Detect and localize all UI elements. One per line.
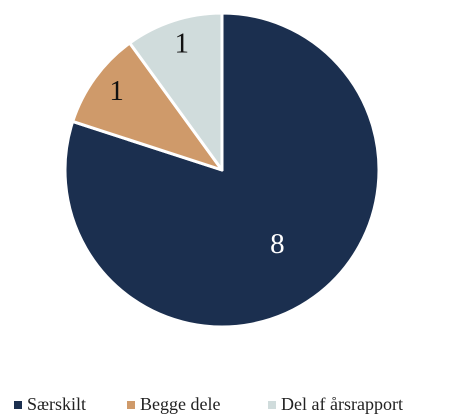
pie-slice <box>63 11 381 329</box>
legend-swatch <box>14 401 22 409</box>
pie-slice <box>71 41 224 172</box>
pie-slice <box>128 11 224 172</box>
data-label: 1 <box>109 75 124 107</box>
legend-label: Del af årsrapport <box>281 394 403 414</box>
data-label: 8 <box>270 228 285 260</box>
legend-swatch <box>127 401 135 409</box>
legend-label: Særskilt <box>27 394 86 414</box>
legend-swatch <box>268 401 276 409</box>
legend-label: Begge dele <box>140 394 220 414</box>
data-label: 1 <box>174 28 189 60</box>
